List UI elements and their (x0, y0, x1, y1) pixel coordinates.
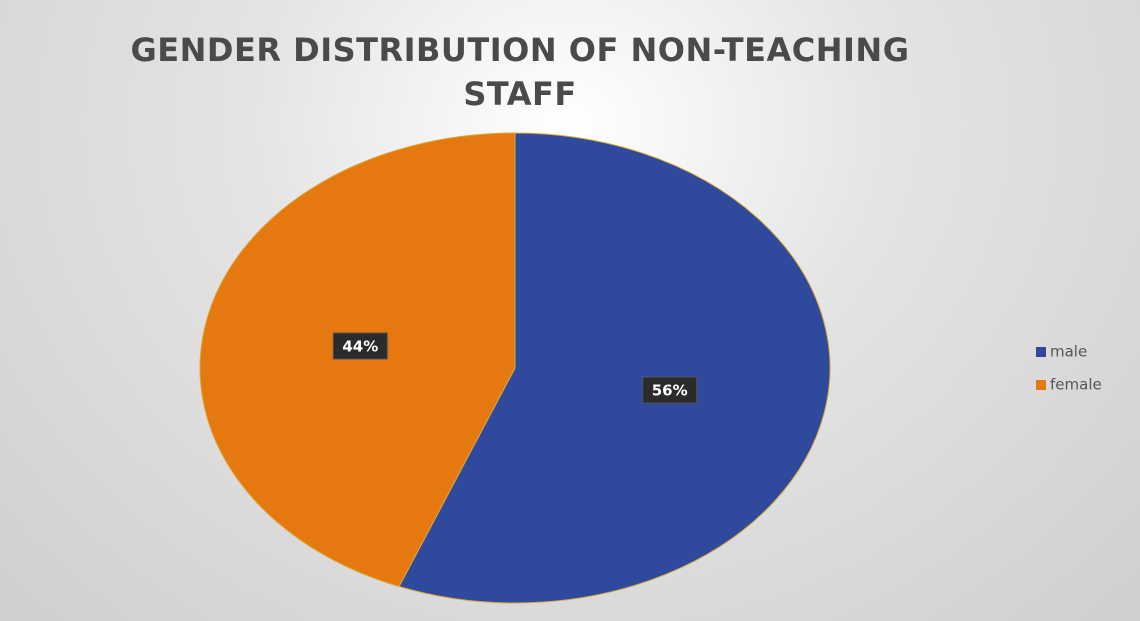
legend-label: male (1050, 343, 1087, 361)
legend-label: female (1050, 376, 1102, 394)
chart-title: GENDER DISTRIBUTION OF NON-TEACHING STAF… (130, 31, 910, 113)
legend-swatch (1036, 347, 1046, 357)
pie-slice (398, 132, 831, 604)
data-label: 44% (342, 337, 378, 355)
data-label-box (332, 332, 388, 360)
data-label: 56% (652, 382, 688, 400)
legend-swatch (1036, 380, 1046, 390)
data-label-box (642, 376, 698, 404)
pie-slice (199, 132, 516, 588)
